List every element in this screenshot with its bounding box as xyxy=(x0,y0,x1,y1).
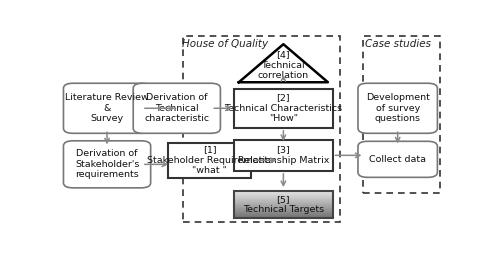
Bar xyxy=(234,193,333,194)
FancyBboxPatch shape xyxy=(64,83,150,133)
Bar xyxy=(234,199,333,200)
Text: Literature Review
&
Survey: Literature Review & Survey xyxy=(65,93,149,123)
Text: [3]
Relationship Matrix: [3] Relationship Matrix xyxy=(238,146,329,165)
Bar xyxy=(234,198,333,199)
FancyBboxPatch shape xyxy=(64,141,150,188)
Bar xyxy=(234,209,333,210)
Text: Development
of survey
questions: Development of survey questions xyxy=(366,93,430,123)
Bar xyxy=(234,203,333,204)
Bar xyxy=(234,191,333,192)
Bar xyxy=(234,197,333,198)
Text: Derivation of
Stakeholder's
requirements: Derivation of Stakeholder's requirements xyxy=(75,150,139,179)
Bar xyxy=(234,213,333,214)
Bar xyxy=(234,204,333,205)
Bar xyxy=(234,192,333,193)
Text: [1]
Stakeholder Requirements
"what ": [1] Stakeholder Requirements "what " xyxy=(146,145,273,175)
Bar xyxy=(234,195,333,196)
Bar xyxy=(234,201,333,202)
Bar xyxy=(168,143,252,178)
Bar xyxy=(234,202,333,203)
Bar xyxy=(234,214,333,215)
Bar xyxy=(234,211,333,212)
Text: Derivation of
Technical
characteristic: Derivation of Technical characteristic xyxy=(144,93,210,123)
Text: [4]
Technical
correlation: [4] Technical correlation xyxy=(258,50,309,80)
Bar xyxy=(234,200,333,201)
Text: House of Quality: House of Quality xyxy=(182,39,268,49)
Bar xyxy=(234,208,333,209)
Bar xyxy=(234,89,333,128)
FancyBboxPatch shape xyxy=(358,83,438,133)
Bar xyxy=(234,206,333,207)
Bar xyxy=(234,191,333,218)
Bar xyxy=(234,217,333,218)
Bar xyxy=(234,210,333,211)
Bar xyxy=(234,212,333,213)
Bar xyxy=(234,216,333,217)
Bar xyxy=(234,205,333,206)
Text: Collect data: Collect data xyxy=(369,155,426,164)
Text: Case studies: Case studies xyxy=(364,39,430,49)
Bar xyxy=(234,194,333,195)
Text: [2]
Technical Characteristics
"How": [2] Technical Characteristics "How" xyxy=(224,93,342,123)
FancyBboxPatch shape xyxy=(358,141,438,177)
Bar xyxy=(234,140,333,171)
FancyBboxPatch shape xyxy=(133,83,220,133)
Text: [5]
Technical Targets: [5] Technical Targets xyxy=(243,195,324,214)
Bar xyxy=(234,207,333,208)
Bar xyxy=(234,196,333,197)
Bar xyxy=(234,215,333,216)
